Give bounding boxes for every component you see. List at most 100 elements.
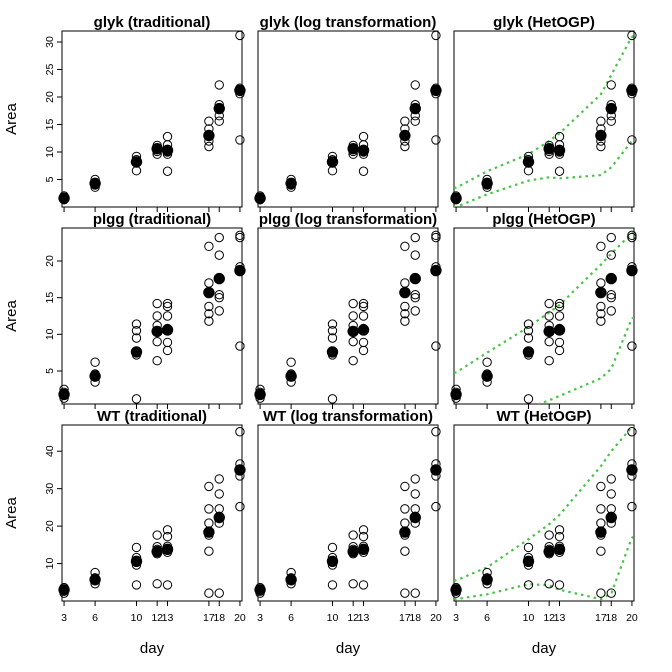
- data-point: [400, 241, 410, 252]
- x-tick-label: 18: [605, 612, 617, 624]
- panel-glyk-0: glyk (traditional) 5 10 15 20 25 30 Area: [3, 14, 246, 212]
- mean-point: [326, 156, 339, 168]
- panel-title: glyk (traditional): [94, 14, 211, 31]
- panel-plgg-2: plgg (HetOGP): [450, 211, 638, 409]
- x-tick-label: 12: [543, 612, 555, 624]
- mean-point: [553, 324, 566, 336]
- x-tick-label: 10: [523, 612, 535, 624]
- plot-area: [454, 35, 634, 207]
- data-point: [162, 531, 173, 542]
- data-point: [627, 501, 637, 512]
- data-point: [627, 135, 637, 145]
- plot-frame: [453, 227, 635, 405]
- data-point: [204, 301, 214, 312]
- mean-point: [605, 102, 617, 115]
- data-point: [327, 166, 338, 176]
- data-point: [131, 325, 142, 336]
- data-point: [204, 481, 214, 492]
- plot-frame: [453, 424, 635, 602]
- y-tick-label: 10: [44, 558, 56, 570]
- data-point: [400, 309, 410, 319]
- mean-point: [605, 511, 617, 524]
- data-point: [544, 356, 554, 366]
- data-point: [627, 341, 637, 351]
- data-point: [358, 298, 369, 309]
- mean-point: [151, 325, 163, 338]
- mean-point: [151, 143, 163, 155]
- data-point: [554, 531, 565, 542]
- data-point: [431, 341, 441, 351]
- data-point: [400, 278, 410, 288]
- data-point: [348, 311, 358, 321]
- interval-lower-line: [454, 536, 634, 601]
- mean-point: [213, 272, 225, 285]
- data-point: [152, 311, 162, 321]
- mean-point: [522, 156, 535, 168]
- data-point: [214, 588, 224, 598]
- data-point: [410, 588, 420, 598]
- data-point: [606, 232, 616, 243]
- data-point: [596, 546, 606, 556]
- data-point: [162, 337, 173, 348]
- data-point: [596, 301, 606, 312]
- y-tick-label: 20: [44, 91, 56, 103]
- data-point: [214, 290, 224, 300]
- data-point: [348, 336, 358, 347]
- data-point: [235, 501, 245, 512]
- data-point: [410, 489, 420, 499]
- data-point: [554, 301, 565, 312]
- mean-point: [285, 370, 297, 382]
- x-tick-label: 12: [151, 612, 163, 624]
- data-point: [596, 481, 606, 492]
- data-point: [400, 116, 410, 126]
- data-point: [204, 546, 214, 556]
- panel-plgg-0: plgg (traditional) 5 10 15 20 Area: [3, 211, 246, 409]
- data-point: [431, 135, 441, 145]
- mean-point: [130, 156, 143, 168]
- x-axis-label: day: [336, 640, 361, 657]
- data-point: [606, 250, 616, 260]
- data-point: [162, 311, 173, 321]
- mean-point: [430, 264, 442, 277]
- data-point: [358, 311, 369, 321]
- data-point: [544, 298, 554, 309]
- data-point: [152, 336, 162, 347]
- data-point: [627, 230, 637, 241]
- y-tick-label: 15: [44, 119, 56, 131]
- mean-point: [58, 192, 70, 204]
- data-point: [400, 301, 410, 312]
- x-tick-label: 20: [234, 612, 246, 624]
- data-point: [410, 250, 420, 260]
- mean-point: [234, 264, 246, 277]
- panel-plgg-1: plgg (log transformation): [254, 211, 442, 409]
- data-point: [152, 579, 162, 589]
- mean-point: [626, 464, 638, 476]
- data-point: [214, 489, 224, 499]
- data-point: [348, 356, 358, 366]
- x-tick-label: 10: [327, 612, 339, 624]
- mean-point: [130, 346, 143, 358]
- panel-title: glyk (log transformation): [260, 14, 437, 31]
- mean-point: [450, 388, 462, 401]
- mean-point: [399, 286, 411, 299]
- data-point: [596, 241, 606, 252]
- data-point: [596, 309, 606, 319]
- data-point: [596, 316, 606, 326]
- data-point: [431, 501, 441, 512]
- mean-point: [409, 102, 421, 115]
- mean-point: [161, 144, 174, 157]
- mean-point: [543, 325, 555, 338]
- mean-point: [430, 84, 442, 97]
- mean-point: [347, 325, 359, 338]
- y-tick-label: 10: [44, 146, 56, 158]
- data-point: [358, 580, 369, 590]
- data-point: [327, 333, 338, 343]
- data-point: [554, 345, 565, 356]
- mean-point: [553, 144, 566, 157]
- data-point: [90, 357, 100, 367]
- mean-point: [58, 584, 70, 596]
- data-point: [400, 141, 410, 152]
- mean-point: [203, 129, 215, 142]
- data-point: [554, 337, 565, 348]
